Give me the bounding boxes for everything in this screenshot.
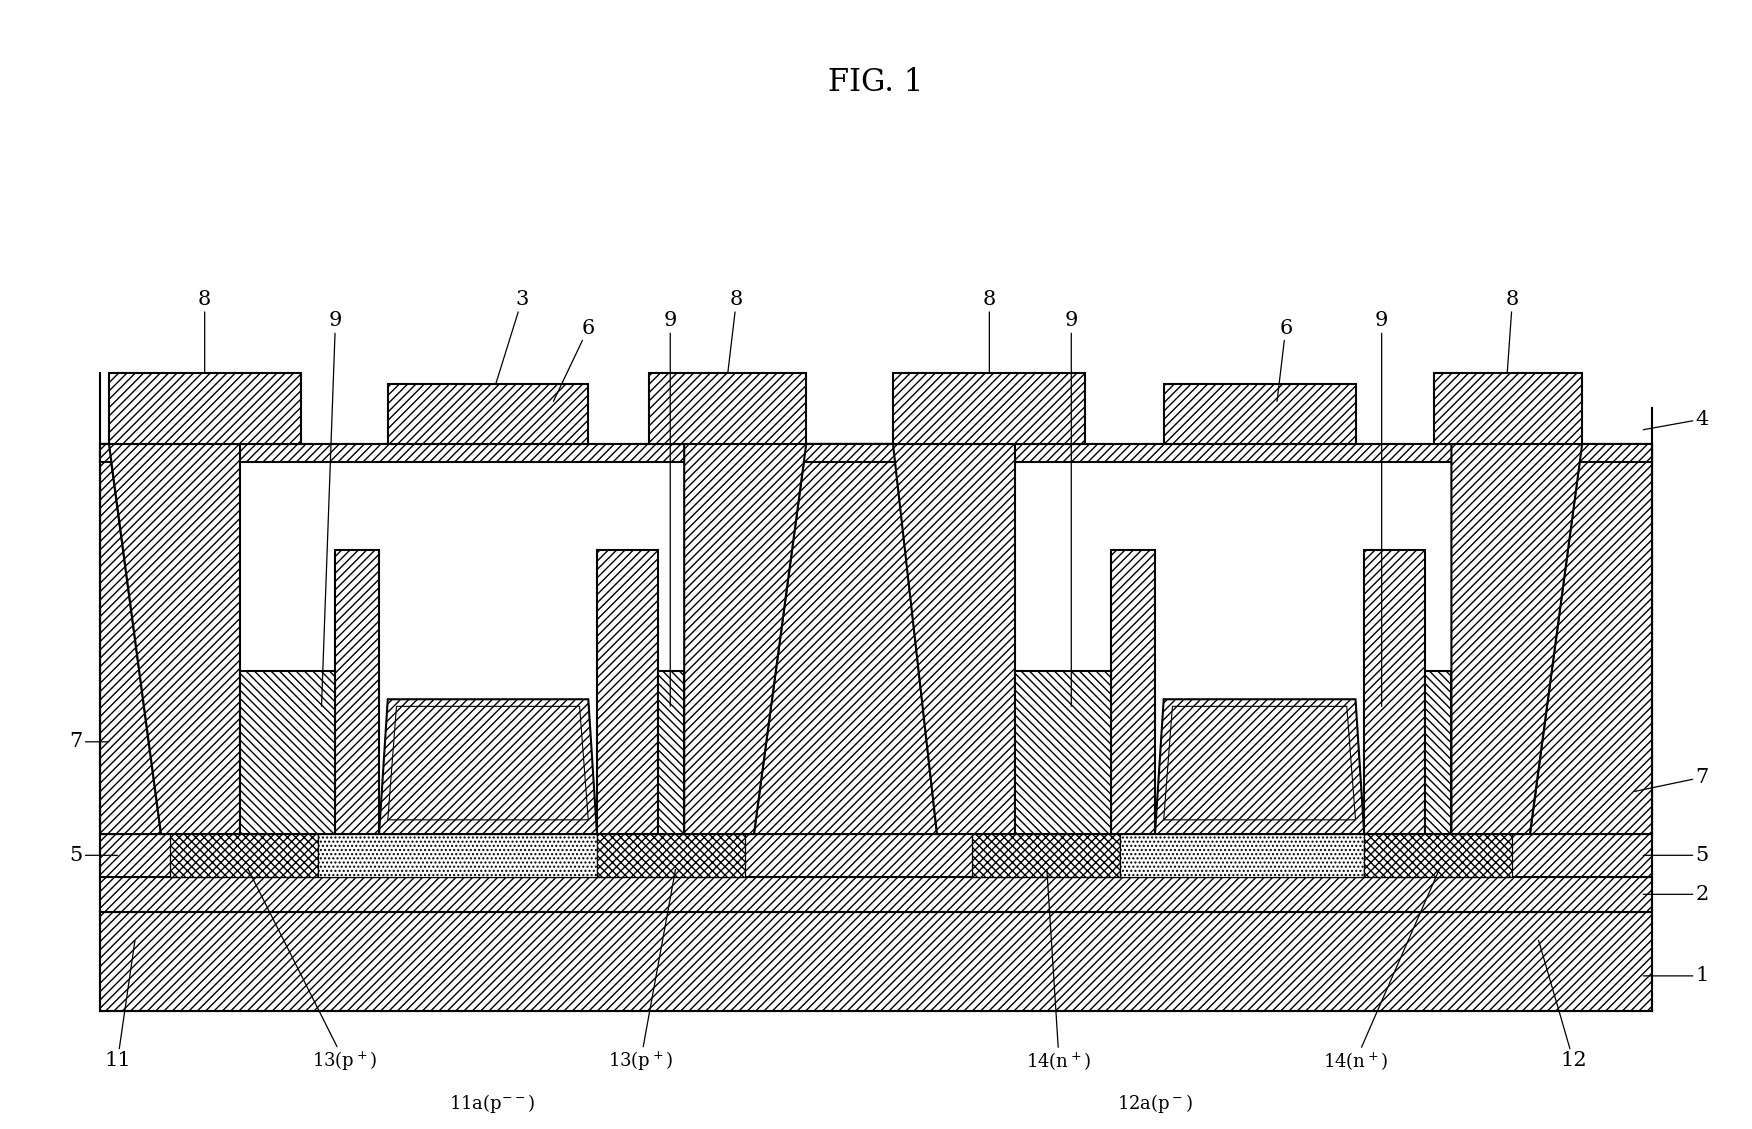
Text: 7: 7 bbox=[1635, 768, 1708, 791]
Bar bbox=[100, 834, 1652, 876]
Polygon shape bbox=[659, 671, 685, 834]
Polygon shape bbox=[1111, 550, 1155, 834]
Bar bbox=[100, 912, 1652, 1012]
Polygon shape bbox=[335, 550, 378, 834]
Polygon shape bbox=[1163, 384, 1356, 444]
Text: 9: 9 bbox=[322, 312, 342, 707]
Polygon shape bbox=[387, 707, 589, 820]
Bar bbox=[100, 876, 1652, 912]
Polygon shape bbox=[387, 384, 589, 444]
Polygon shape bbox=[1365, 550, 1426, 834]
Bar bbox=[319, 834, 597, 876]
Polygon shape bbox=[894, 373, 1084, 444]
Text: 8: 8 bbox=[727, 290, 743, 373]
Text: 12a(p$^-$): 12a(p$^-$) bbox=[1118, 1092, 1193, 1115]
Text: 8: 8 bbox=[983, 290, 995, 373]
Bar bbox=[1120, 834, 1365, 876]
Polygon shape bbox=[1529, 444, 1652, 834]
Polygon shape bbox=[109, 444, 240, 834]
Polygon shape bbox=[109, 373, 301, 444]
Bar bbox=[972, 834, 1120, 876]
Polygon shape bbox=[1163, 707, 1356, 820]
Polygon shape bbox=[894, 444, 1582, 834]
Polygon shape bbox=[109, 444, 806, 834]
Polygon shape bbox=[378, 699, 597, 834]
Polygon shape bbox=[1451, 444, 1582, 834]
Text: 14(n$^+$): 14(n$^+$) bbox=[1027, 869, 1091, 1071]
Polygon shape bbox=[1155, 699, 1365, 834]
Text: 5: 5 bbox=[1643, 846, 1708, 865]
Text: 9: 9 bbox=[1065, 312, 1077, 707]
Bar bbox=[100, 444, 1652, 462]
Polygon shape bbox=[240, 671, 335, 834]
Polygon shape bbox=[1433, 373, 1582, 444]
Text: 11: 11 bbox=[103, 940, 135, 1070]
Text: 8: 8 bbox=[198, 290, 212, 373]
Text: 9: 9 bbox=[664, 312, 676, 707]
Polygon shape bbox=[753, 444, 937, 834]
Text: 3: 3 bbox=[496, 290, 529, 384]
Text: 12: 12 bbox=[1538, 940, 1587, 1070]
Bar bbox=[170, 834, 319, 876]
Text: 5: 5 bbox=[70, 846, 117, 865]
Text: 1: 1 bbox=[1643, 966, 1708, 986]
Text: 6: 6 bbox=[1277, 318, 1293, 402]
Text: 11a(p$^{--}$): 11a(p$^{--}$) bbox=[449, 1092, 536, 1115]
Polygon shape bbox=[1016, 671, 1111, 834]
Polygon shape bbox=[1426, 671, 1451, 834]
Text: 4: 4 bbox=[1643, 410, 1708, 430]
Text: 8: 8 bbox=[1505, 290, 1519, 373]
Bar bbox=[100, 444, 1652, 834]
Bar bbox=[597, 834, 745, 876]
Text: 14(n$^+$): 14(n$^+$) bbox=[1323, 869, 1438, 1071]
Bar bbox=[1365, 834, 1512, 876]
Text: 2: 2 bbox=[1643, 885, 1708, 904]
Polygon shape bbox=[650, 373, 806, 444]
Polygon shape bbox=[894, 444, 1016, 834]
Polygon shape bbox=[685, 444, 806, 834]
Text: 13(p$^+$): 13(p$^+$) bbox=[608, 869, 676, 1073]
Text: 13(p$^+$): 13(p$^+$) bbox=[249, 869, 377, 1073]
Text: 6: 6 bbox=[554, 318, 596, 402]
Polygon shape bbox=[100, 444, 161, 834]
Text: FIG. 1: FIG. 1 bbox=[829, 67, 923, 98]
Text: 9: 9 bbox=[1375, 312, 1388, 707]
Text: 7: 7 bbox=[70, 733, 109, 751]
Polygon shape bbox=[597, 550, 659, 834]
